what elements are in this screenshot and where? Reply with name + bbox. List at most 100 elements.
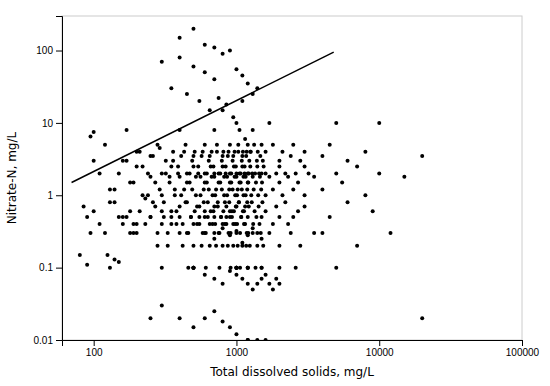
point <box>238 231 242 235</box>
point <box>245 188 249 192</box>
point <box>283 200 287 204</box>
point <box>254 266 258 270</box>
x-axis-title: Total dissolved solids, mg/L <box>209 365 374 379</box>
y-tick-mark <box>56 123 62 124</box>
point <box>197 99 201 103</box>
point <box>246 82 250 86</box>
point <box>253 171 257 175</box>
point <box>178 215 182 219</box>
point <box>234 67 238 71</box>
point <box>255 282 259 286</box>
point <box>108 188 112 192</box>
point <box>176 164 180 168</box>
point <box>260 266 264 270</box>
point <box>243 204 247 208</box>
point <box>228 233 232 237</box>
point <box>173 193 177 197</box>
point <box>249 150 253 154</box>
point <box>255 164 259 168</box>
point <box>225 193 229 197</box>
point <box>106 253 110 257</box>
point <box>158 146 162 150</box>
point <box>277 164 281 168</box>
point <box>217 96 221 100</box>
point <box>259 231 263 235</box>
point <box>143 222 147 226</box>
point <box>92 209 96 213</box>
point <box>363 193 367 197</box>
point <box>169 209 173 213</box>
point <box>88 134 92 138</box>
point <box>173 188 177 192</box>
point <box>334 266 338 270</box>
point <box>227 150 231 154</box>
point <box>245 150 249 154</box>
point <box>251 287 255 291</box>
point <box>171 150 175 154</box>
point <box>203 273 207 277</box>
point <box>377 171 381 175</box>
point <box>303 193 307 197</box>
y-tick-label: 100 <box>36 45 53 56</box>
point <box>160 266 164 270</box>
point <box>246 338 250 340</box>
point <box>277 244 281 248</box>
y-tick-mark <box>56 51 62 52</box>
point <box>277 282 281 286</box>
point <box>294 171 298 175</box>
point <box>246 233 250 237</box>
chart: 100 1000 10000 100000 0.010.1110100 Total dis… <box>0 0 550 386</box>
point <box>88 231 92 235</box>
point <box>241 150 245 154</box>
point <box>236 188 240 192</box>
point <box>227 200 231 204</box>
point <box>243 164 247 168</box>
point <box>125 128 129 132</box>
point <box>248 150 252 154</box>
point <box>251 222 255 226</box>
point <box>420 154 424 158</box>
point <box>178 175 182 179</box>
point <box>160 171 164 175</box>
point <box>221 244 225 248</box>
point <box>271 188 275 192</box>
point <box>191 222 195 226</box>
point <box>208 108 212 112</box>
point <box>191 266 195 270</box>
y-tick: 1 <box>47 190 62 201</box>
point <box>182 150 186 154</box>
point <box>254 215 258 219</box>
point <box>298 159 302 163</box>
point <box>240 188 244 192</box>
point <box>239 215 243 219</box>
point <box>215 143 219 147</box>
point <box>169 86 173 90</box>
point <box>203 43 207 47</box>
point <box>160 209 164 213</box>
y-axis: 0.010.1110100 <box>34 17 63 346</box>
point <box>264 273 268 277</box>
point <box>181 244 185 248</box>
point <box>221 226 225 230</box>
point <box>237 128 241 132</box>
point <box>160 222 164 226</box>
point <box>135 164 139 168</box>
point <box>191 266 195 270</box>
point <box>260 171 264 175</box>
point <box>148 215 152 219</box>
point <box>231 159 235 163</box>
x-tick: 1000 <box>226 340 249 358</box>
point <box>260 143 264 147</box>
point <box>260 200 264 204</box>
point <box>255 244 259 248</box>
point <box>215 150 219 154</box>
point <box>103 143 107 147</box>
point <box>271 222 275 226</box>
point <box>224 164 228 168</box>
point <box>251 226 255 230</box>
x-tick: 100000 <box>506 340 540 358</box>
x-tick: 10000 <box>366 340 394 358</box>
point <box>231 115 235 119</box>
point <box>234 266 238 270</box>
point <box>202 200 206 204</box>
